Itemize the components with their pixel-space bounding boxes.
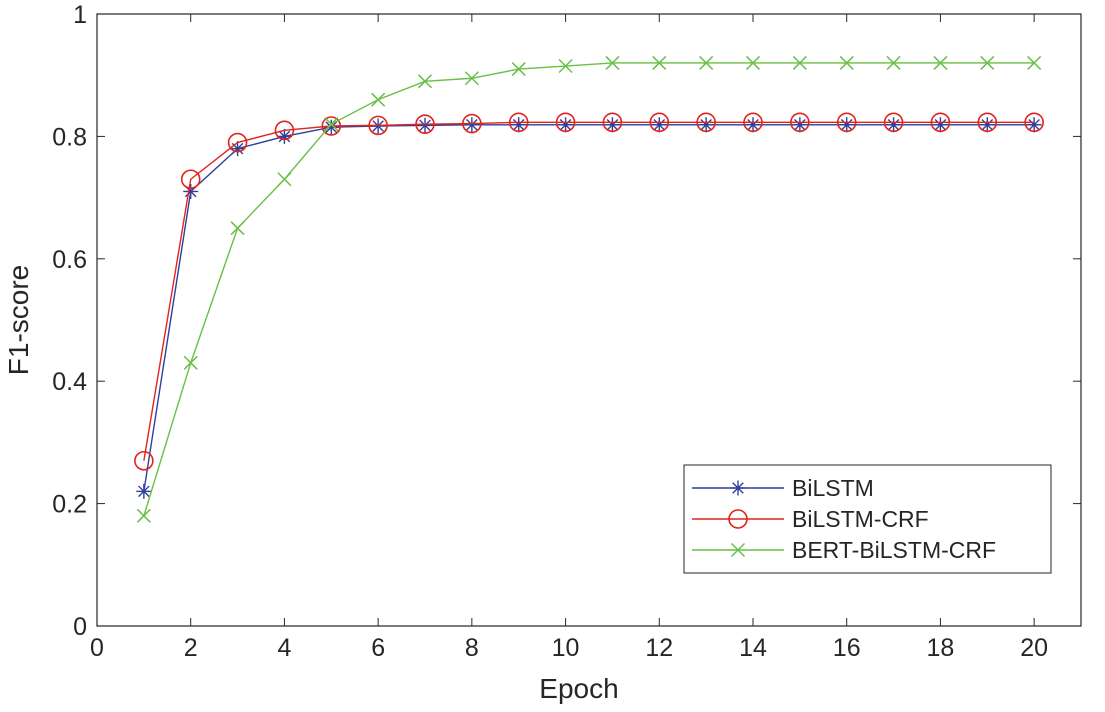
- data-point: [417, 117, 433, 133]
- data-point: [792, 117, 808, 133]
- data-point: [183, 355, 198, 370]
- y-tick-label: 0.6: [52, 246, 87, 274]
- data-point: [1027, 55, 1042, 70]
- y-tick-label: 0.8: [52, 123, 87, 151]
- legend-marker: [730, 542, 746, 558]
- data-point: [651, 117, 667, 133]
- y-tick-label: 1: [73, 1, 87, 29]
- data-point: [180, 169, 201, 190]
- data-point: [136, 508, 151, 523]
- data-point: [1026, 117, 1042, 133]
- data-point: [230, 221, 245, 236]
- data-point: [415, 114, 435, 134]
- y-tick-label: 0.4: [52, 368, 87, 396]
- y-tick-label: 0.2: [52, 491, 87, 519]
- data-point: [558, 117, 574, 133]
- x-tick-label: 0: [90, 634, 104, 662]
- x-axis-label: Epoch: [539, 673, 618, 704]
- data-point: [602, 112, 623, 133]
- data-point: [980, 55, 995, 70]
- data-point: [371, 92, 386, 107]
- data-point: [839, 117, 855, 133]
- data-point: [323, 119, 339, 135]
- data-point: [276, 128, 292, 144]
- x-tick-label: 12: [645, 634, 673, 662]
- legend-label: BiLSTM-CRF: [792, 506, 929, 532]
- series-line: [143, 62, 1035, 517]
- series-bilstm: [136, 117, 1042, 499]
- data-point: [464, 71, 479, 86]
- data-point: [464, 117, 480, 133]
- x-tick-label: 6: [371, 634, 385, 662]
- data-point: [649, 112, 670, 133]
- data-point: [743, 112, 763, 133]
- data-point: [933, 55, 948, 70]
- x-tick-label: 4: [277, 634, 291, 662]
- data-point: [745, 117, 761, 133]
- data-point: [462, 113, 482, 134]
- data-point: [511, 62, 526, 77]
- x-tick-label: 2: [184, 634, 198, 662]
- data-point: [605, 55, 620, 70]
- data-point: [555, 112, 576, 133]
- axes-box: [96, 13, 1082, 627]
- x-tick-label: 14: [739, 634, 767, 662]
- legend-entry: BiLSTM: [692, 475, 874, 501]
- data-point: [324, 117, 339, 132]
- data-point: [652, 55, 667, 70]
- axes: 0 2 4 6 8 10 12 14 16 18 20 0 0.2 0.4 0.6 0.8 1: [52, 1, 1082, 662]
- series-bilstm-crf: [134, 112, 1044, 471]
- legend-label: BERT-BiLSTM-CRF: [792, 537, 996, 563]
- plot-area: [134, 55, 1044, 523]
- data-point: [698, 117, 714, 133]
- data-point: [886, 117, 902, 133]
- data-point: [839, 55, 854, 70]
- data-point: [277, 172, 292, 187]
- data-point: [745, 55, 761, 70]
- data-point: [511, 117, 527, 133]
- data-point: [930, 112, 951, 133]
- series-bert-bilstm-crf: [136, 55, 1042, 523]
- legend-box: [683, 464, 1052, 574]
- data-point: [883, 112, 904, 133]
- y-axis-label: F1-score: [3, 265, 34, 375]
- legend: BiLSTM BiLSTM-CRF BERT-BiLSTM-CRF: [683, 464, 1052, 574]
- legend-label: BiLSTM: [792, 475, 874, 501]
- data-point: [792, 55, 807, 70]
- data-point: [790, 112, 810, 133]
- data-point: [227, 132, 248, 153]
- data-point: [134, 450, 154, 471]
- data-point: [417, 74, 433, 89]
- legend-entry: BiLSTM-CRF: [692, 506, 929, 532]
- x-tick-label: 20: [1020, 634, 1048, 662]
- legend-entry: BERT-BiLSTM-CRF: [692, 537, 996, 563]
- data-point: [699, 55, 714, 70]
- legend-marker: [728, 509, 748, 529]
- data-point: [696, 112, 716, 133]
- x-tick-label: 18: [927, 634, 955, 662]
- data-point: [508, 112, 529, 133]
- series-line: [143, 121, 1035, 461]
- data-point: [604, 117, 620, 133]
- data-point: [977, 112, 998, 133]
- y-tick-label: 0: [73, 613, 87, 641]
- data-point: [321, 116, 342, 136]
- data-point: [558, 58, 573, 74]
- data-point: [979, 117, 995, 133]
- data-point: [136, 483, 152, 499]
- series-line: [143, 124, 1035, 492]
- x-tick-label: 16: [833, 634, 861, 662]
- data-point: [368, 115, 388, 136]
- data-point: [836, 112, 857, 133]
- data-point: [274, 120, 295, 141]
- data-point: [1024, 112, 1044, 133]
- x-tick-label: 10: [552, 634, 580, 662]
- legend-marker: [730, 480, 746, 496]
- data-point: [886, 55, 901, 70]
- data-point: [932, 117, 948, 133]
- x-tick-label: 8: [465, 634, 479, 662]
